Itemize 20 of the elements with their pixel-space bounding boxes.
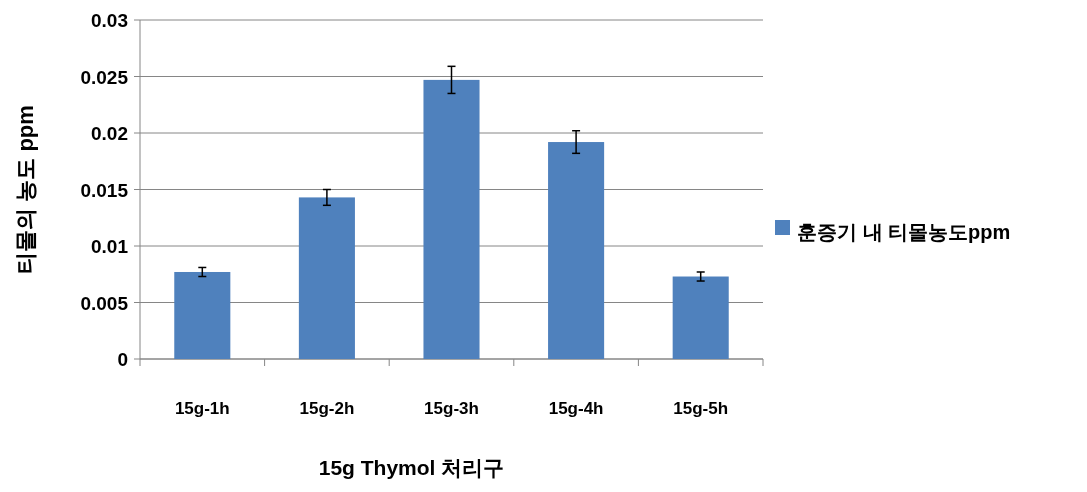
x-tick-label: 15g-4h bbox=[548, 399, 604, 418]
y-tick-label: 0.025 bbox=[80, 66, 129, 88]
x-axis-title: 15g Thymol 처리구 bbox=[318, 456, 505, 479]
x-tick-label: 15g-1h bbox=[174, 399, 230, 418]
y-tick-label: 0.03 bbox=[91, 10, 128, 31]
bar bbox=[423, 79, 480, 359]
bar bbox=[298, 197, 355, 359]
y-tick-label: 0.005 bbox=[80, 292, 129, 314]
y-tick-label: 0.02 bbox=[91, 123, 128, 144]
y-axis-title: 티몰의 농도 ppm bbox=[13, 105, 38, 274]
bar bbox=[174, 271, 231, 359]
legend: 훈증기 내 티몰농도ppm bbox=[775, 220, 1011, 243]
x-tick-label: 15g-3h bbox=[424, 399, 479, 418]
x-tick-label: 15g-5h bbox=[673, 399, 729, 418]
y-tick-label: 0.01 bbox=[91, 236, 129, 257]
x-tick-label: 15g-2h bbox=[299, 399, 355, 418]
bar bbox=[548, 142, 605, 359]
y-tick-label: 0 bbox=[117, 349, 128, 370]
bar bbox=[672, 276, 729, 359]
y-tick-label: 0.015 bbox=[80, 179, 129, 201]
